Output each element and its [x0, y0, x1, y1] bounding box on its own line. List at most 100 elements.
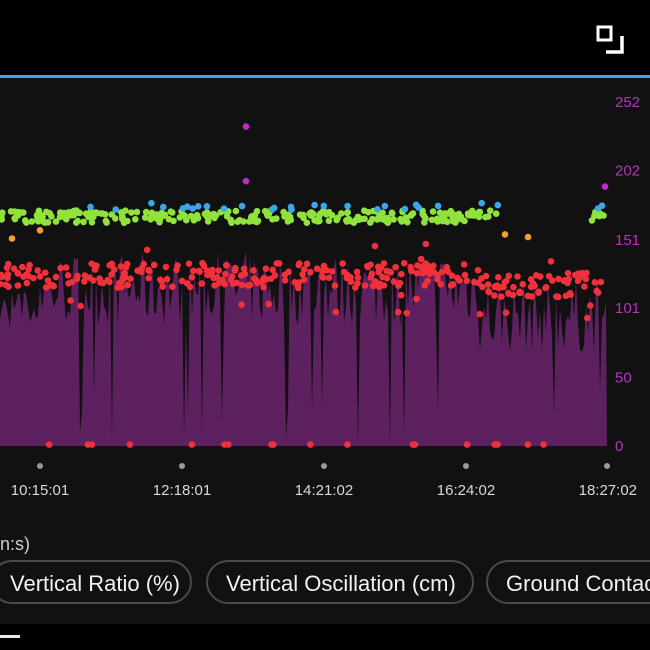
top-bar — [0, 0, 650, 75]
chip-ground-contact[interactable]: Ground Contac — [486, 560, 650, 604]
x-tick-label: 16:24:02 — [437, 482, 495, 498]
data-point — [163, 275, 171, 283]
data-point — [108, 260, 116, 268]
data-point — [320, 207, 327, 214]
chip-vertical-oscillation[interactable]: Vertical Oscillation (cm) — [206, 560, 474, 604]
data-point — [234, 218, 241, 225]
data-point — [203, 203, 211, 210]
data-point — [307, 441, 314, 448]
data-point — [221, 441, 228, 448]
data-point — [265, 300, 273, 308]
data-point — [262, 265, 270, 272]
data-point — [433, 215, 441, 223]
data-point — [115, 279, 123, 287]
data-point — [417, 255, 425, 263]
data-point — [434, 202, 442, 210]
data-point — [527, 276, 535, 283]
data-point — [121, 269, 128, 277]
data-point — [268, 206, 276, 213]
data-point — [5, 283, 12, 290]
data-point — [64, 272, 72, 279]
data-point — [328, 212, 336, 219]
data-point — [200, 262, 208, 270]
data-point — [331, 282, 339, 289]
dot-series — [0, 123, 609, 448]
data-point — [471, 278, 478, 286]
data-point — [179, 205, 187, 212]
data-point — [52, 218, 60, 225]
data-point — [463, 277, 471, 285]
data-point — [524, 441, 532, 448]
data-point — [343, 209, 351, 217]
accent-line — [0, 75, 650, 78]
data-point — [68, 210, 75, 218]
data-point — [542, 284, 550, 291]
data-point — [479, 283, 486, 291]
data-point — [437, 281, 445, 288]
data-point — [215, 267, 222, 274]
data-point — [124, 217, 131, 225]
data-point — [189, 205, 196, 212]
data-point — [296, 211, 304, 218]
data-point — [485, 288, 492, 295]
data-point — [310, 210, 317, 218]
data-point — [146, 267, 153, 275]
data-point — [4, 274, 11, 282]
data-point — [420, 212, 428, 219]
data-point — [221, 280, 228, 288]
data-point — [91, 262, 99, 269]
y-tick-label: 0 — [615, 438, 623, 455]
data-point — [77, 302, 84, 310]
data-point — [303, 260, 311, 268]
expand-button[interactable] — [592, 22, 628, 58]
data-point — [502, 309, 510, 316]
data-point — [148, 199, 155, 207]
data-point — [242, 123, 250, 130]
data-point — [108, 271, 115, 278]
data-point — [227, 276, 235, 283]
y-tick-label: 252 — [615, 94, 640, 111]
data-point — [320, 202, 328, 210]
data-point — [343, 274, 351, 282]
data-point — [413, 270, 421, 277]
area-series — [0, 251, 607, 446]
data-point — [198, 280, 205, 287]
data-point — [104, 276, 112, 284]
data-point — [588, 217, 596, 224]
data-point — [238, 281, 246, 289]
data-point — [237, 272, 245, 279]
data-point — [374, 215, 381, 223]
data-point — [97, 210, 105, 217]
data-point — [397, 215, 404, 223]
data-point — [147, 216, 154, 223]
data-point — [531, 282, 538, 290]
activity-chart[interactable]: 252 202 151 101 50 0 10:15:01 12:18:01 14:21:02… — [0, 78, 650, 498]
data-point — [300, 276, 308, 284]
data-point — [273, 260, 281, 267]
data-point — [535, 288, 543, 295]
data-point — [413, 295, 420, 303]
data-point — [395, 282, 402, 289]
x-tick-dot — [604, 463, 610, 469]
data-point — [375, 268, 383, 276]
bottom-bar — [0, 624, 650, 650]
data-point — [65, 280, 72, 287]
data-point — [555, 275, 562, 283]
data-point — [594, 289, 602, 296]
data-point — [36, 227, 44, 234]
data-point — [581, 283, 588, 290]
data-point — [357, 215, 365, 223]
data-point — [436, 209, 444, 216]
data-point — [319, 272, 326, 280]
data-point — [495, 284, 502, 292]
data-point — [407, 212, 415, 219]
chip-vertical-ratio[interactable]: Vertical Ratio (%) — [0, 560, 192, 604]
data-point — [450, 216, 458, 223]
y-tick-label: 101 — [615, 300, 640, 317]
data-point — [386, 268, 393, 275]
data-point — [232, 207, 240, 215]
data-point — [62, 264, 70, 271]
data-point — [388, 209, 396, 217]
data-point — [212, 212, 220, 219]
data-point — [307, 268, 314, 276]
